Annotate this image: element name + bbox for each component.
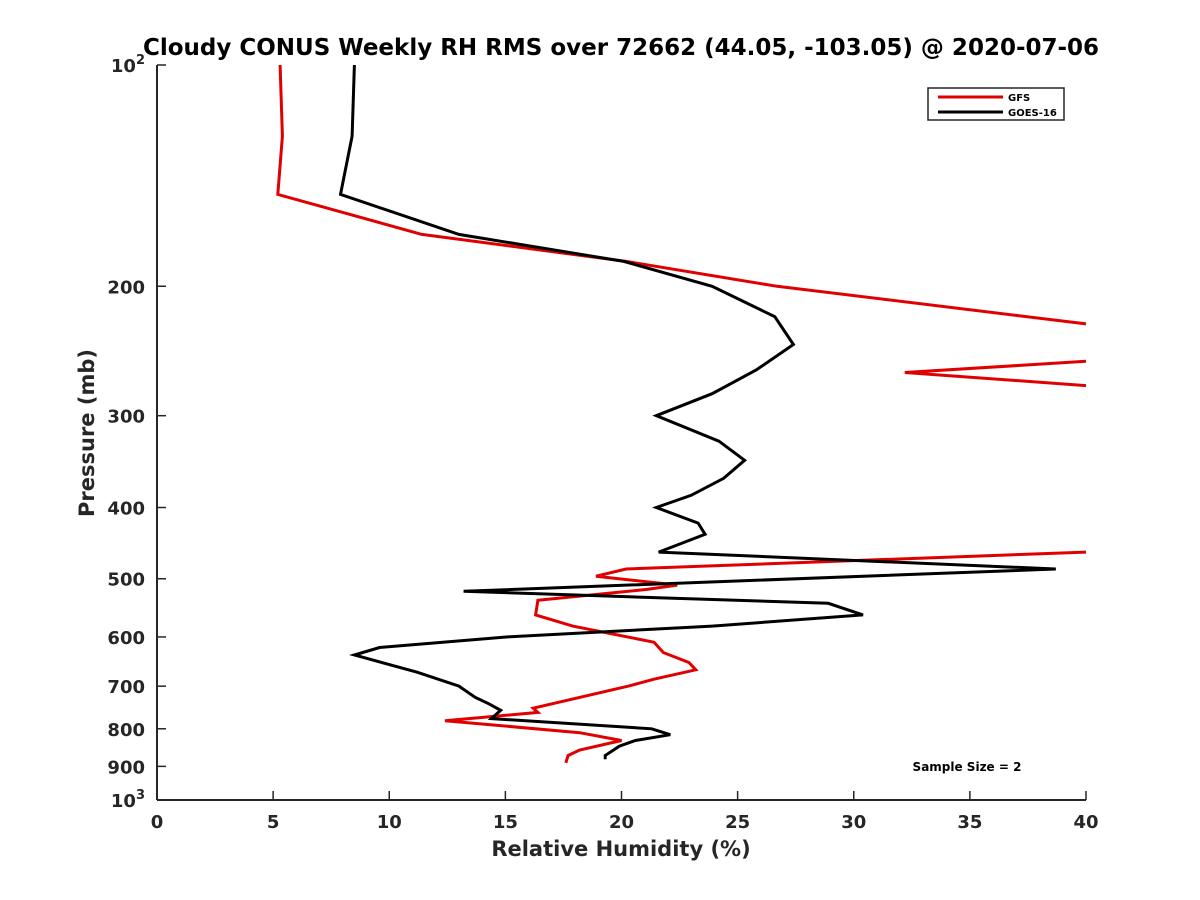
x-tick-label: 15	[493, 812, 518, 833]
x-tick-label: 5	[267, 812, 280, 833]
legend-label: GOES-16	[1008, 108, 1057, 119]
x-tick-label: 0	[151, 812, 164, 833]
legend-label: GFS	[1008, 93, 1030, 104]
y-tick-label: 300	[107, 407, 145, 428]
x-tick-label: 25	[725, 812, 750, 833]
x-tick-label: 10	[377, 812, 402, 833]
y-tick-label: 600	[107, 628, 145, 649]
y-ticks: 102 200 300 400 500 600 700 800 900 103	[107, 53, 166, 812]
y-tick-label: 200	[107, 277, 145, 298]
series-line-goes-16	[338, 64, 1056, 760]
y-tick-label: 500	[107, 570, 145, 591]
y-axis-label: Pressure (mb)	[75, 349, 99, 517]
sample-size-annotation: Sample Size = 2	[913, 760, 1022, 774]
legend: GFS GOES-16	[927, 87, 1065, 121]
x-tick-label: 40	[1073, 812, 1098, 833]
series-line-gfs	[276, 64, 1087, 764]
y-tick-label: 800	[107, 720, 145, 741]
legend-box	[927, 87, 1065, 121]
x-ticks: 0 5 10 15 20 25 30 35 40	[151, 791, 1099, 833]
y-tick-label: 103	[111, 788, 145, 812]
y-tick-label: 700	[107, 677, 145, 698]
x-axis-label: Relative Humidity (%)	[491, 837, 750, 861]
x-tick-label: 20	[609, 812, 634, 833]
x-tick-label: 30	[841, 812, 866, 833]
y-tick-label: 900	[107, 757, 145, 778]
x-tick-label: 35	[957, 812, 982, 833]
y-tick-label: 102	[111, 53, 145, 77]
y-tick-label: 400	[107, 499, 145, 520]
plot-lines	[276, 64, 1087, 764]
chart-title: Cloudy CONUS Weekly RH RMS over 72662 (4…	[143, 35, 1099, 61]
